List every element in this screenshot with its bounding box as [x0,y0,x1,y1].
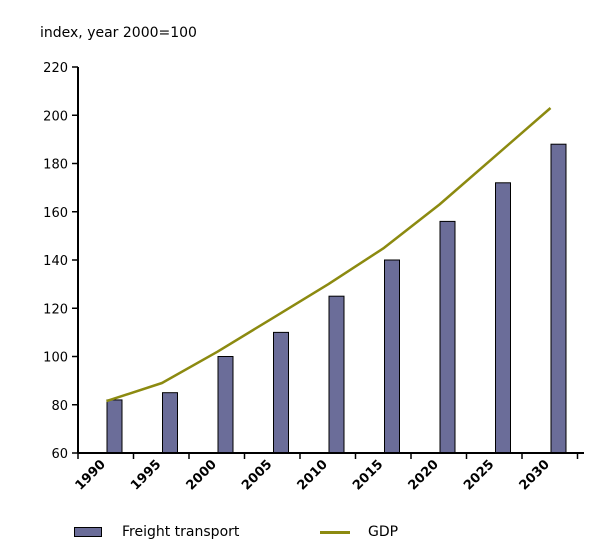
x-tick-label-2025: 2025 [461,457,497,493]
legend-item-freight: Freight transport [74,524,239,540]
x-tick-label-2015: 2015 [350,457,386,493]
bar-2010 [329,296,344,453]
y-tick-label-120: 120 [43,302,68,317]
bar-series-freight [107,144,566,453]
y-tick-label-60: 60 [51,447,68,462]
bar-2005 [274,332,289,453]
x-tick-label-2010: 2010 [295,457,331,493]
bar-2025 [496,183,511,453]
x-tick-label-1990: 1990 [73,457,109,493]
y-tick-label-160: 160 [43,206,68,221]
y-tick-label-220: 220 [43,61,68,76]
bar-2030 [551,144,566,453]
bar-2020 [440,221,455,453]
x-tick-label-2020: 2020 [406,457,442,493]
y-tick-label-140: 140 [43,254,68,269]
x-tick-label-2005: 2005 [239,457,275,493]
y-axis-ticks: 60 80 100 120 140 160 180 200 220 [43,61,78,462]
x-tick-label-2000: 2000 [184,457,220,493]
y-tick-label-80: 80 [51,399,68,414]
x-tick-label-2030: 2030 [517,457,553,493]
bar-1990 [107,400,122,453]
y-tick-label-100: 100 [43,351,68,366]
legend-swatch-gdp [320,531,350,534]
freight-gdp-chart: 60 80 100 120 140 160 180 200 220 1990 1995 2000 20… [0,0,597,520]
legend: Freight transport GDP [0,524,597,546]
legend-item-gdp: GDP [320,524,398,540]
x-axis-ticks: 1990 1995 2000 2005 2010 2015 2020 2025 2030 [73,453,578,493]
bar-2015 [385,260,400,453]
y-tick-label-200: 200 [43,109,68,124]
bar-2000 [218,357,233,454]
y-tick-label-180: 180 [43,158,68,173]
legend-swatch-freight [74,527,102,537]
x-tick-label-1995: 1995 [128,457,164,493]
bar-1995 [163,393,178,453]
legend-label-gdp: GDP [368,524,398,540]
legend-label-freight: Freight transport [122,524,239,540]
